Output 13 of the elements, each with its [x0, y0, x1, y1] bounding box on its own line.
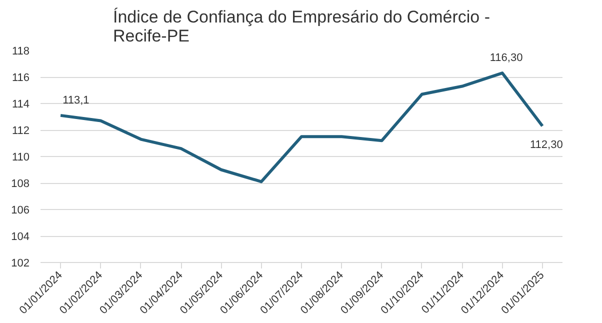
y-tick-label: 116	[12, 72, 30, 84]
y-tick-label: 106	[11, 204, 30, 216]
chart-title: Índice de Confiança do Empresário do Comércio - Recife-PE	[112, 8, 490, 46]
y-tick-label: 102	[11, 258, 30, 270]
data-label: 116,30	[490, 52, 523, 64]
y-tick-label: 110	[12, 152, 30, 164]
data-label: 112,30	[530, 139, 563, 152]
y-tick-label: 114	[12, 98, 30, 110]
y-tick-label: 108	[11, 178, 30, 190]
y-tick-label: 112	[12, 125, 30, 137]
y-tick-label: 118	[12, 46, 30, 58]
y-tick-label: 104	[11, 231, 30, 243]
data-label: 113,1	[62, 94, 90, 106]
